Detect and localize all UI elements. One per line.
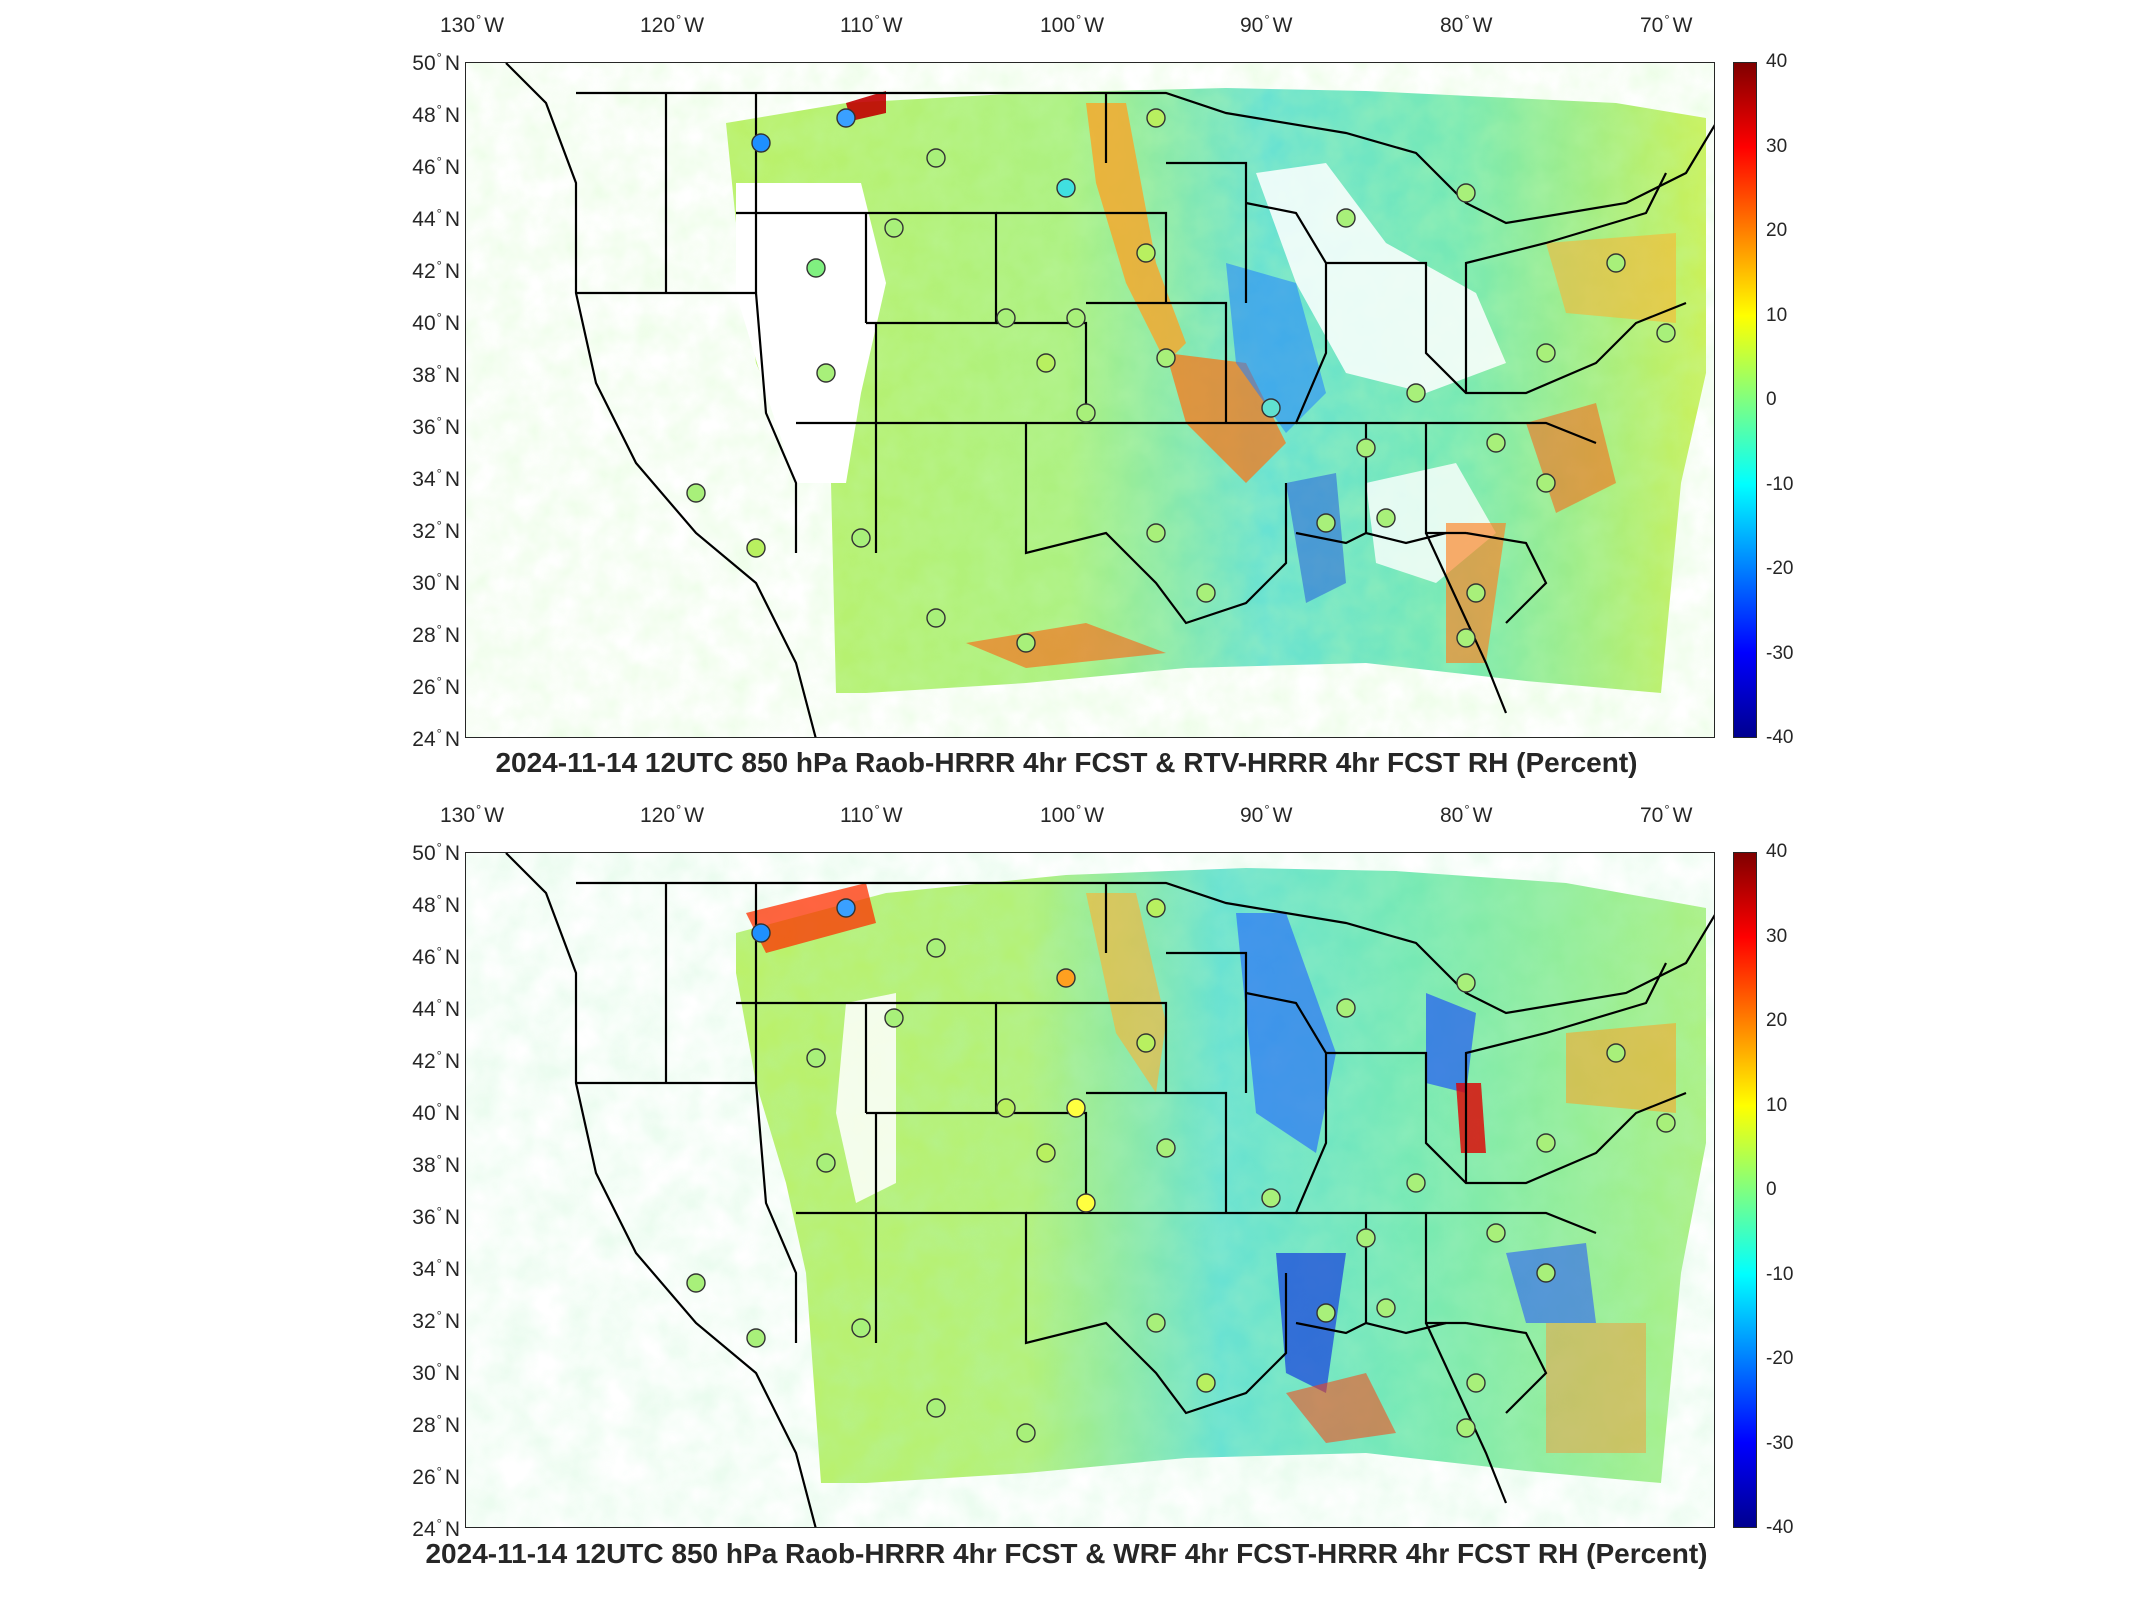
latitude-tick-label: 24° N — [412, 726, 460, 751]
warm-band-northeast — [1566, 1023, 1676, 1113]
warm-band-southeast-coast — [1546, 1323, 1646, 1453]
colorbar-tick-label: 0 — [1766, 389, 1777, 410]
map-svg — [466, 63, 1714, 737]
latitude-tick-label: 34° N — [412, 466, 460, 491]
colorbar-tick-label: 40 — [1766, 51, 1788, 72]
latitude-tick-label: 26° N — [412, 674, 460, 699]
longitude-tick-label: 130° W — [440, 802, 505, 827]
latitude-tick-label: 34° N — [412, 1256, 460, 1281]
missing-data-west — [736, 183, 886, 483]
rh-difference-map-rtv — [465, 62, 1715, 738]
longitude-tick-label: 80° W — [1440, 12, 1493, 37]
latitude-tick-label: 48° N — [412, 892, 460, 917]
warm-band-northeast — [1546, 233, 1676, 323]
latitude-tick-label: 38° N — [412, 1152, 460, 1177]
missing-data-great-lakes — [1256, 163, 1506, 393]
latitude-tick-label: 32° N — [412, 1308, 460, 1333]
longitude-tick-label: 100° W — [1040, 802, 1105, 827]
colorbar-tick-label: 30 — [1766, 135, 1788, 157]
cool-band-upper-midwest — [1236, 913, 1336, 1153]
cool-band-mississippi — [1276, 1253, 1346, 1393]
latitude-tick-label: 36° N — [412, 414, 460, 439]
colorbar-tick-label: 40 — [1766, 841, 1788, 862]
latitude-tick-label: 36° N — [412, 1204, 460, 1229]
hot-band-gulf — [966, 623, 1166, 668]
top-panel: 130° W 120° W 110° W 100° W 90° W 80° W 70° W 50° N 48°… — [0, 0, 2133, 790]
latitude-tick-label: 30° N — [412, 1360, 460, 1385]
colorbar-tick-label: -10 — [1766, 473, 1794, 495]
colorbar-tick-label: -30 — [1766, 1432, 1794, 1454]
colorbar-tick-label: 20 — [1766, 220, 1788, 241]
latitude-tick-label: 24° N — [412, 1516, 460, 1541]
map-title-top: 2024-11-14 12UTC 850 hPa Raob-HRRR 4hr F… — [495, 747, 1638, 778]
colorbar-tick-label: 0 — [1766, 1179, 1777, 1200]
latitude-tick-label: 48° N — [412, 102, 460, 127]
colorbar-top — [1733, 62, 1757, 738]
colorbar-tick-label: 10 — [1766, 1094, 1788, 1116]
longitude-tick-label: 90° W — [1240, 12, 1293, 37]
raob-stations — [686, 898, 1676, 1443]
latitude-tick-label: 42° N — [412, 258, 460, 283]
longitude-tick-label: 100° W — [1040, 12, 1105, 37]
longitude-tick-label: 110° W — [840, 12, 903, 37]
colorbar-tick-label: -40 — [1766, 1517, 1794, 1538]
longitude-tick-label: 90° W — [1240, 802, 1293, 827]
hot-spot-ohio — [1456, 1083, 1486, 1153]
latitude-tick-label: 28° N — [412, 1412, 460, 1437]
raob-stations — [686, 108, 1676, 653]
latitude-tick-label: 26° N — [412, 1464, 460, 1489]
longitude-tick-label: 70° W — [1640, 802, 1693, 827]
colorbar-tick-label: -10 — [1766, 1263, 1794, 1285]
latitude-tick-label: 40° N — [412, 1100, 460, 1125]
warm-band-plains — [1086, 103, 1186, 363]
longitude-tick-label: 70° W — [1640, 12, 1693, 37]
cool-band-lakes — [1426, 993, 1476, 1093]
latitude-tick-label: 46° N — [412, 154, 460, 179]
colorbar-tick-label: -40 — [1766, 727, 1794, 748]
longitude-tick-label: 120° W — [640, 12, 705, 37]
colorbar-tick-label: -30 — [1766, 642, 1794, 664]
latitude-tick-label: 50° N — [412, 50, 460, 75]
map-svg — [466, 853, 1714, 1527]
latitude-tick-label: 44° N — [412, 996, 460, 1021]
colorbar-bottom — [1733, 852, 1757, 1528]
political-boundaries — [505, 853, 1714, 1527]
cool-band-carolinas — [1506, 1243, 1596, 1323]
latitude-tick-label: 32° N — [412, 518, 460, 543]
hot-band-gulf — [1286, 1373, 1396, 1443]
political-boundaries — [505, 63, 1714, 737]
latitude-tick-label: 46° N — [412, 944, 460, 969]
rh-difference-map-wrf — [465, 852, 1715, 1528]
latitude-tick-label: 30° N — [412, 570, 460, 595]
colorbar-tick-label: 30 — [1766, 925, 1788, 947]
colorbar-tick-label: -20 — [1766, 558, 1794, 579]
hot-spot-montana — [846, 91, 886, 121]
latitude-tick-label: 38° N — [412, 362, 460, 387]
colorbar-tick-label: 10 — [1766, 304, 1788, 326]
longitude-tick-label: 120° W — [640, 802, 705, 827]
longitude-tick-label: 110° W — [840, 802, 903, 827]
latitude-tick-label: 42° N — [412, 1048, 460, 1073]
longitude-tick-label: 80° W — [1440, 802, 1493, 827]
latitude-tick-label: 40° N — [412, 310, 460, 335]
latitude-tick-label: 28° N — [412, 622, 460, 647]
cool-band-midwest — [1226, 263, 1326, 433]
longitude-tick-label: 130° W — [440, 12, 505, 37]
colorbar-tick-label: -20 — [1766, 1348, 1794, 1369]
bottom-panel: 130° W 120° W 110° W 100° W 90° W 80° W 70° W 50° N 48°… — [0, 790, 2133, 1600]
latitude-tick-label: 44° N — [412, 206, 460, 231]
latitude-tick-label: 50° N — [412, 840, 460, 865]
colorbar-tick-label: 20 — [1766, 1010, 1788, 1031]
map-title-bottom: 2024-11-14 12UTC 850 hPa Raob-HRRR 4hr F… — [425, 1538, 1708, 1569]
texture-overlay — [466, 853, 1714, 1527]
